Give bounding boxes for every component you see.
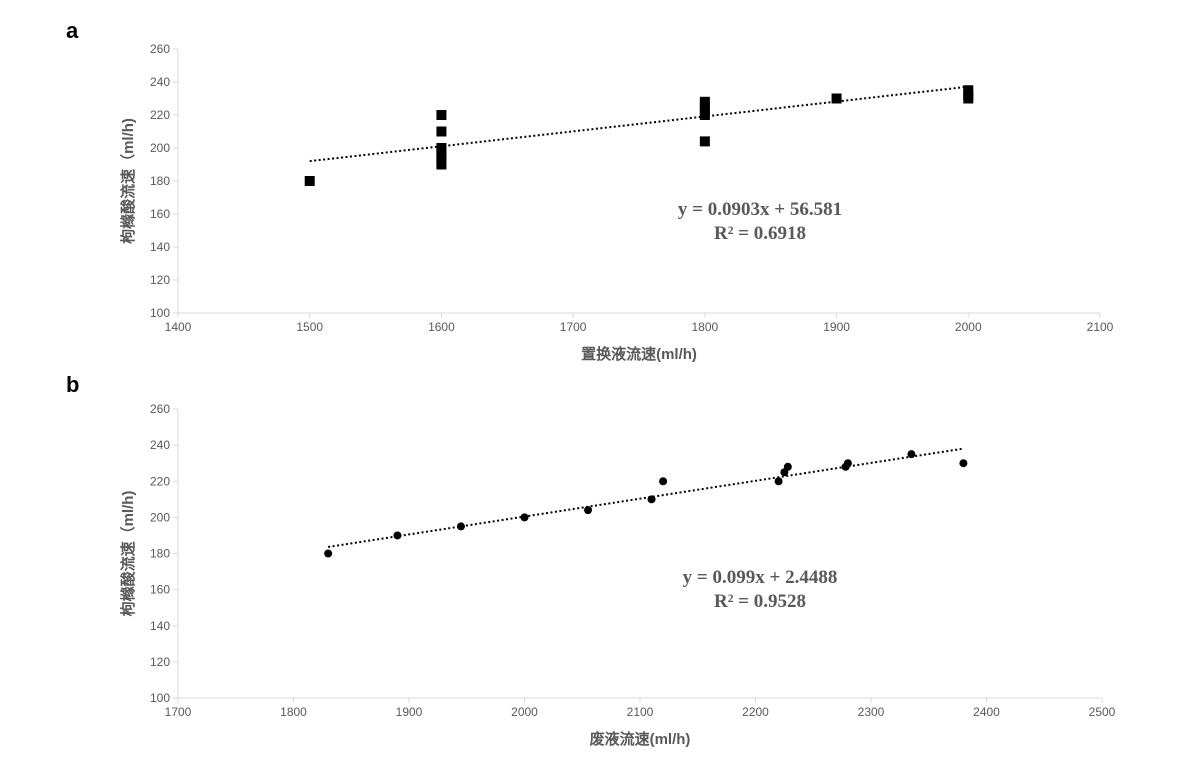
- data-point: [774, 477, 783, 486]
- panel-label: a: [66, 18, 79, 43]
- data-point: [436, 159, 447, 170]
- y-tick-label: 180: [150, 174, 170, 188]
- data-point: [831, 93, 842, 104]
- x-tick-label: 1900: [823, 320, 850, 334]
- x-tick-label: 1700: [560, 320, 587, 334]
- data-point: [783, 462, 792, 471]
- y-tick-label: 140: [150, 240, 170, 254]
- x-tick-label: 1800: [280, 705, 307, 719]
- x-tick-label: 2500: [1089, 705, 1116, 719]
- data-point: [647, 495, 656, 504]
- trendline: [309, 85, 969, 163]
- y-tick-label: 180: [150, 547, 170, 561]
- y-axis-label: 枸橼酸流速（ml/h): [119, 491, 137, 617]
- r-squared: R² = 0.9528: [714, 591, 806, 612]
- data-point: [699, 136, 710, 147]
- y-axis-label: 枸橼酸流速（ml/h): [119, 118, 137, 244]
- data-point: [659, 477, 668, 486]
- data-point: [456, 522, 465, 531]
- y-tick-label: 260: [150, 42, 170, 56]
- trendline-equation: y = 0.099x + 2.4488: [683, 567, 838, 588]
- y-tick-label: 100: [150, 306, 170, 320]
- x-tick-label: 1900: [396, 705, 423, 719]
- r-squared: R² = 0.6918: [714, 223, 806, 244]
- x-tick-label: 1400: [165, 320, 192, 334]
- x-tick-label: 1800: [692, 320, 719, 334]
- y-tick-label: 200: [150, 141, 170, 155]
- x-tick-label: 2300: [858, 705, 885, 719]
- panel-label: b: [66, 372, 79, 397]
- data-point: [436, 110, 447, 120]
- data-point: [304, 176, 315, 186]
- x-axis-label: 置换液流速(ml/h): [581, 345, 697, 363]
- data-point: [520, 513, 529, 522]
- y-tick-label: 160: [150, 207, 170, 221]
- y-tick-label: 100: [150, 691, 170, 705]
- x-tick-label: 2100: [627, 705, 654, 719]
- x-tick-label: 2200: [742, 705, 769, 719]
- y-tick-label: 120: [150, 273, 170, 287]
- y-tick-label: 120: [150, 655, 170, 669]
- data-point: [584, 506, 593, 515]
- data-point: [393, 531, 402, 540]
- y-tick-label: 220: [150, 474, 170, 488]
- x-tick-label: 1700: [165, 705, 192, 719]
- y-tick-label: 220: [150, 108, 170, 122]
- y-tick-label: 140: [150, 619, 170, 633]
- data-point: [963, 93, 974, 104]
- y-tick-label: 240: [150, 75, 170, 89]
- data-point: [843, 459, 852, 468]
- data-point: [907, 450, 916, 459]
- x-tick-label: 2000: [955, 320, 982, 334]
- trendline-equation: y = 0.0903x + 56.581: [678, 199, 842, 220]
- x-tick-label: 1500: [296, 320, 323, 334]
- data-point: [699, 110, 710, 120]
- y-tick-label: 240: [150, 438, 170, 452]
- y-tick-label: 160: [150, 583, 170, 597]
- data-point: [436, 126, 447, 137]
- x-tick-label: 2000: [511, 705, 538, 719]
- y-tick-label: 260: [150, 402, 170, 416]
- x-axis-label: 废液流速(ml/h): [590, 730, 691, 748]
- y-tick-label: 200: [150, 510, 170, 524]
- data-point: [324, 549, 333, 558]
- data-point: [959, 459, 968, 468]
- trendline: [327, 447, 964, 548]
- x-tick-label: 2100: [1087, 320, 1114, 334]
- x-tick-label: 1600: [428, 320, 455, 334]
- x-tick-label: 2400: [973, 705, 1000, 719]
